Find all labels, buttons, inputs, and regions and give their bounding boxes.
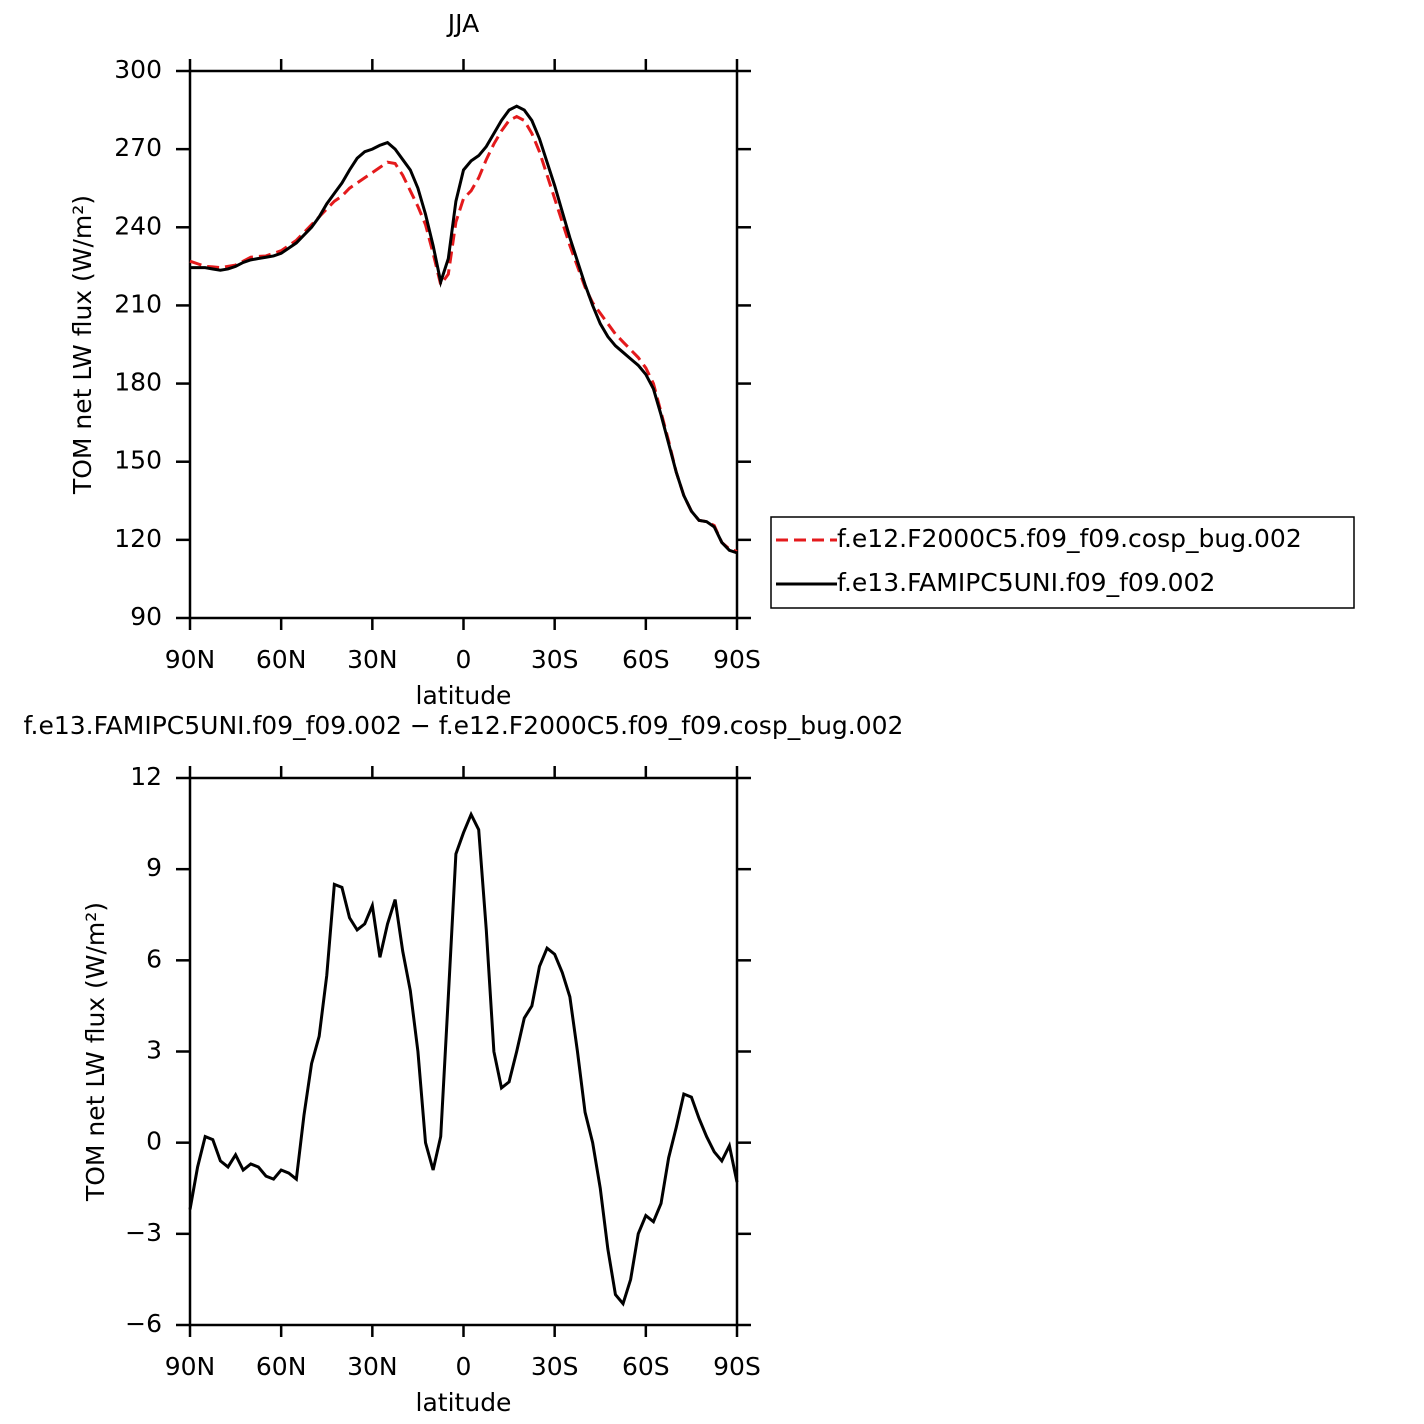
legend-box bbox=[770, 516, 1355, 609]
x-tick-label: 30N bbox=[347, 645, 398, 674]
y-tick-label: 210 bbox=[114, 289, 162, 318]
series-line bbox=[188, 810, 739, 1307]
x-tick-label: 90N bbox=[165, 645, 216, 674]
y-tick-label: 300 bbox=[114, 55, 162, 84]
y-tick-label: 240 bbox=[114, 211, 162, 240]
y-axis-label: TOM net LW flux (W/m²) bbox=[81, 902, 110, 1202]
y-tick-label: −3 bbox=[125, 1218, 162, 1247]
chart-title: JJA bbox=[446, 9, 479, 38]
y-tick-label: 270 bbox=[114, 133, 162, 162]
x-tick-label: 90S bbox=[713, 1352, 761, 1381]
x-tick-label: 30N bbox=[347, 1352, 398, 1381]
x-axis-label: latitude bbox=[416, 681, 512, 710]
series-line bbox=[190, 104, 738, 555]
y-tick-label: 9 bbox=[146, 853, 162, 882]
y-tick-label: 90 bbox=[130, 602, 162, 631]
plot-frame bbox=[188, 69, 739, 620]
legend-label: f.e12.F2000C5.f09_f09.cosp_bug.002 bbox=[837, 524, 1302, 553]
y-tick-label: 180 bbox=[114, 368, 162, 397]
y-tick-label: 3 bbox=[146, 1036, 162, 1065]
x-axis-label: latitude bbox=[416, 1388, 512, 1417]
x-tick-label: 60S bbox=[622, 1352, 670, 1381]
x-tick-label: 30S bbox=[531, 645, 579, 674]
y-tick-label: 12 bbox=[130, 762, 162, 791]
y-tick-label: 150 bbox=[114, 446, 162, 475]
x-tick-label: 60N bbox=[256, 645, 307, 674]
y-tick-label: 6 bbox=[146, 944, 162, 973]
x-tick-label: 0 bbox=[456, 1352, 472, 1381]
y-tick-label: 0 bbox=[146, 1127, 162, 1156]
legend-label: f.e13.FAMIPC5UNI.f09_f09.002 bbox=[837, 568, 1215, 597]
x-tick-label: 60S bbox=[622, 645, 670, 674]
x-tick-label: 60N bbox=[256, 1352, 307, 1381]
plot-frame bbox=[188, 776, 739, 1327]
series-line bbox=[189, 114, 738, 553]
x-tick-label: 0 bbox=[456, 645, 472, 674]
chart-title: f.e13.FAMIPC5UNI.f09_f09.002 − f.e12.F20… bbox=[24, 711, 904, 740]
x-tick-label: 90S bbox=[713, 645, 761, 674]
x-tick-label: 30S bbox=[531, 1352, 579, 1381]
x-tick-label: 90N bbox=[165, 1352, 216, 1381]
y-axis-label: TOM net LW flux (W/m²) bbox=[68, 195, 97, 495]
y-tick-label: −6 bbox=[125, 1309, 162, 1338]
y-tick-label: 120 bbox=[114, 524, 162, 553]
